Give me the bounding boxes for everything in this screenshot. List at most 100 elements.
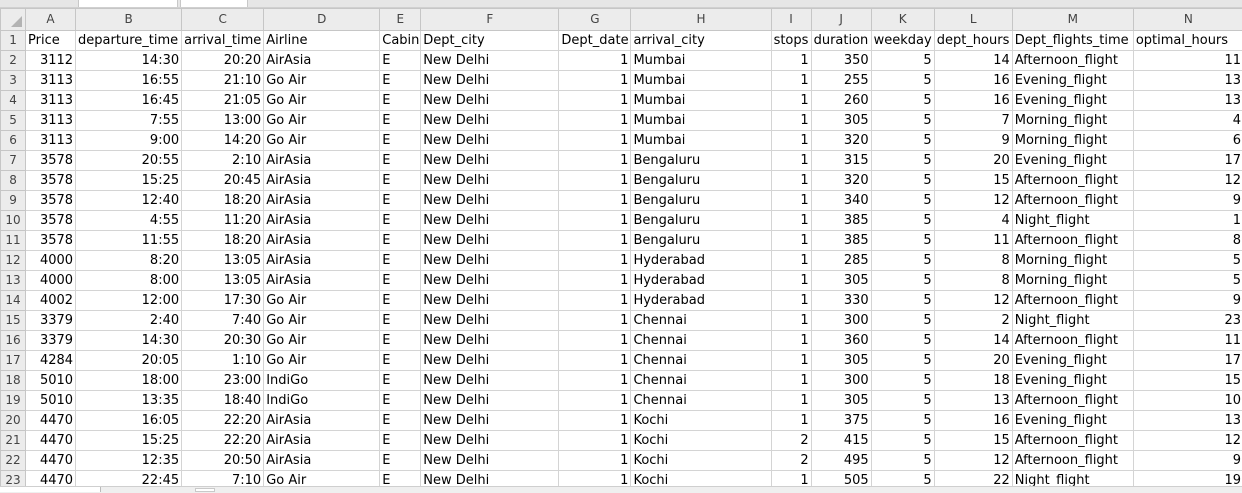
cell[interactable]: 8 [934, 251, 1012, 271]
cell[interactable]: 1 [771, 371, 811, 391]
row-header[interactable]: 7 [1, 151, 26, 171]
cell[interactable]: 1 [559, 191, 631, 211]
cell[interactable]: 12 [1133, 431, 1242, 451]
cell[interactable]: 1 [559, 411, 631, 431]
cell[interactable]: 13 [934, 391, 1012, 411]
cell[interactable]: IndiGo [264, 371, 380, 391]
cell[interactable]: 11 [934, 231, 1012, 251]
cell[interactable]: 12 [934, 451, 1012, 471]
cell[interactable]: New Delhi [421, 91, 559, 111]
cell[interactable]: 1 [559, 311, 631, 331]
cell[interactable]: Evening_flight [1012, 411, 1133, 431]
cell[interactable]: New Delhi [421, 51, 559, 71]
cell[interactable]: 14:20 [182, 131, 264, 151]
cell[interactable]: AirAsia [264, 211, 380, 231]
cell[interactable]: 1 [1133, 211, 1242, 231]
cell[interactable]: 17 [1133, 351, 1242, 371]
cell[interactable]: 3113 [26, 111, 76, 131]
cell[interactable]: Mumbai [631, 71, 771, 91]
cell[interactable]: E [380, 351, 421, 371]
cell[interactable]: AirAsia [264, 151, 380, 171]
cell[interactable]: 3113 [26, 91, 76, 111]
cell[interactable]: 14 [934, 331, 1012, 351]
row-header[interactable]: 10 [1, 211, 26, 231]
cell[interactable]: 5 [871, 291, 934, 311]
cell[interactable]: 12:40 [76, 191, 182, 211]
cell[interactable]: 2 [771, 431, 811, 451]
row-header[interactable]: 21 [1, 431, 26, 451]
cell[interactable]: 12:00 [76, 291, 182, 311]
cell[interactable]: AirAsia [264, 191, 380, 211]
cell[interactable]: 14:30 [76, 331, 182, 351]
cell[interactable]: 15:25 [76, 171, 182, 191]
header-cell[interactable]: weekday [871, 31, 934, 51]
cell[interactable]: E [380, 171, 421, 191]
cell[interactable]: Evening_flight [1012, 151, 1133, 171]
cell[interactable]: 305 [811, 271, 871, 291]
column-header-k[interactable]: K [871, 9, 934, 31]
cell[interactable]: 5 [871, 311, 934, 331]
cell[interactable]: Chennai [631, 331, 771, 351]
cell[interactable]: 1 [771, 131, 811, 151]
cell[interactable]: Evening_flight [1012, 371, 1133, 391]
cell[interactable]: Chennai [631, 311, 771, 331]
cell[interactable]: New Delhi [421, 231, 559, 251]
cell[interactable]: 300 [811, 371, 871, 391]
cell[interactable]: Evening_flight [1012, 91, 1133, 111]
cell[interactable]: 13 [1133, 91, 1242, 111]
cell[interactable]: Bengaluru [631, 191, 771, 211]
cell[interactable]: E [380, 211, 421, 231]
row-header[interactable]: 2 [1, 51, 26, 71]
cell[interactable]: 1 [559, 331, 631, 351]
cell[interactable]: Bengaluru [631, 151, 771, 171]
cell[interactable]: 13:05 [182, 251, 264, 271]
cell[interactable]: Afternoon_flight [1012, 51, 1133, 71]
cell[interactable]: Morning_flight [1012, 251, 1133, 271]
cell[interactable]: 340 [811, 191, 871, 211]
cell[interactable]: 305 [811, 351, 871, 371]
cell[interactable]: 285 [811, 251, 871, 271]
row-header[interactable]: 19 [1, 391, 26, 411]
cell[interactable]: 4000 [26, 251, 76, 271]
header-cell[interactable]: departure_time [76, 31, 182, 51]
cell[interactable]: 385 [811, 231, 871, 251]
cell[interactable]: 2 [934, 311, 1012, 331]
cell[interactable]: 8:20 [76, 251, 182, 271]
cell[interactable]: 360 [811, 331, 871, 351]
cell[interactable]: 255 [811, 71, 871, 91]
cell[interactable]: 12 [1133, 171, 1242, 191]
cell[interactable]: 5 [1133, 251, 1242, 271]
cell[interactable]: 1 [559, 271, 631, 291]
column-header-i[interactable]: I [771, 9, 811, 31]
row-header[interactable]: 3 [1, 71, 26, 91]
cell[interactable]: 1 [771, 171, 811, 191]
cell[interactable]: 4:55 [76, 211, 182, 231]
cell[interactable]: Go Air [264, 71, 380, 91]
column-header-n[interactable]: N [1133, 9, 1242, 31]
cell[interactable]: 1 [559, 451, 631, 471]
header-cell[interactable]: Airline [264, 31, 380, 51]
row-header[interactable]: 8 [1, 171, 26, 191]
cell[interactable]: Hyderabad [631, 251, 771, 271]
cell[interactable]: 10 [1133, 391, 1242, 411]
column-header-h[interactable]: H [631, 9, 771, 31]
column-header-f[interactable]: F [421, 9, 559, 31]
cell[interactable]: 14 [934, 51, 1012, 71]
cell[interactable]: Hyderabad [631, 271, 771, 291]
cell[interactable]: 12 [934, 191, 1012, 211]
cell[interactable]: 6 [1133, 131, 1242, 151]
cell[interactable]: Go Air [264, 331, 380, 351]
cell[interactable]: 1 [559, 131, 631, 151]
cell[interactable]: E [380, 91, 421, 111]
cell[interactable]: 1 [771, 211, 811, 231]
cell[interactable]: 375 [811, 411, 871, 431]
cell[interactable]: 5 [871, 91, 934, 111]
cell[interactable]: 5 [871, 331, 934, 351]
cell[interactable]: 9 [1133, 191, 1242, 211]
cell[interactable]: 4002 [26, 291, 76, 311]
cell[interactable]: 1 [771, 391, 811, 411]
cell[interactable]: Kochi [631, 411, 771, 431]
cell[interactable]: 7 [934, 111, 1012, 131]
cell[interactable]: 11:20 [182, 211, 264, 231]
row-header[interactable]: 11 [1, 231, 26, 251]
